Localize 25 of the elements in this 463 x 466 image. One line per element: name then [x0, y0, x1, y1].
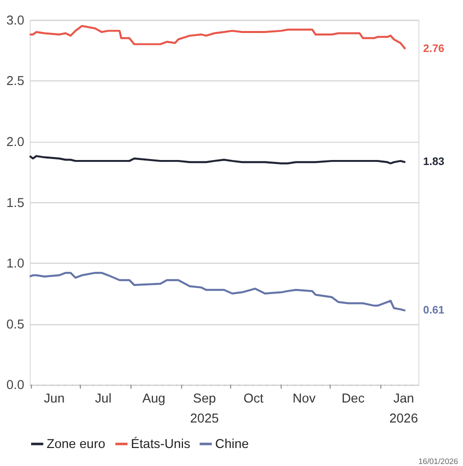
y-tick-label: 3.0 — [6, 12, 24, 28]
y-tick-label: 0.0 — [6, 377, 24, 392]
legend-label: Chine — [215, 436, 249, 451]
text: 16/01/2026 — [418, 457, 459, 466]
y-tick-label: 0.5 — [6, 316, 24, 332]
x-tick-label: Oct — [243, 390, 264, 406]
x-tick-label: Dec — [342, 390, 366, 406]
y-tick-label: 1.0 — [6, 256, 24, 271]
x-tick-label: Sep 2025 — [190, 390, 219, 426]
data-label: 0.61 — [423, 304, 444, 317]
legend-label: Zone euro — [46, 436, 106, 451]
x-tick-label: Jul — [94, 390, 112, 406]
data-label: 1.83 — [423, 156, 444, 168]
line-series — [28, 24, 406, 50]
x-tick-label: Aug — [142, 390, 166, 406]
line-series — [28, 155, 406, 164]
y-tick-label: 2.5 — [6, 73, 24, 88]
data-label: 2.76 — [423, 43, 444, 56]
y-tick-label: 2.0 — [6, 134, 24, 149]
x-tick-label: Jun — [44, 390, 65, 406]
y-tick-label: 1.5 — [6, 194, 24, 210]
legend-label: États-Unis — [130, 436, 190, 451]
line-series — [28, 272, 406, 312]
x-tick-label: Jan 2026 — [389, 390, 418, 426]
x-tick-label: Nov — [292, 390, 316, 406]
